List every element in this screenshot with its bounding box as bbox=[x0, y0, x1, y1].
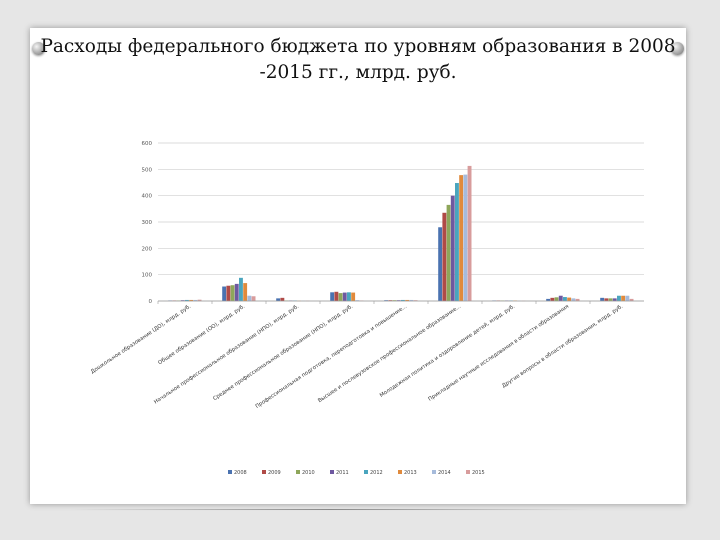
legend-swatch-2009 bbox=[262, 470, 266, 474]
bar-2008-cat-9 bbox=[600, 297, 605, 301]
y-tick-label: 100 bbox=[142, 273, 153, 279]
y-axis-tick-labels: 0 100 200 300 400 500 600 bbox=[142, 141, 153, 305]
right-rivet-icon bbox=[671, 42, 684, 55]
bar-2009-cat-3 bbox=[280, 297, 285, 301]
y-tick-label: 400 bbox=[142, 194, 153, 200]
slide-title-line-1: Расходы федерального бюджета по уровням … bbox=[40, 36, 676, 57]
bar-2014-cat-5 bbox=[409, 299, 414, 301]
bar-2013-cat-8 bbox=[567, 297, 572, 301]
legend-label-2013: 2013 bbox=[404, 470, 417, 476]
category-label: Общее образование (ОО), млрд. руб. bbox=[157, 304, 246, 367]
y-tick-label: 500 bbox=[142, 167, 153, 173]
bar-2011-cat-2 bbox=[234, 283, 239, 301]
legend-label-2011: 2011 bbox=[336, 470, 349, 476]
bar-2009-cat-8 bbox=[550, 297, 555, 301]
category-label: Другие вопросы в области образования, мл… bbox=[501, 304, 624, 390]
legend-label-2014: 2014 bbox=[438, 470, 451, 476]
gridlines bbox=[158, 142, 644, 302]
legend-swatch-2012 bbox=[364, 470, 368, 474]
bar-2015-cat-2 bbox=[251, 296, 256, 301]
x-axis bbox=[157, 300, 644, 304]
legend: 2008 2009 2010 2011 2012 2013 2014 2015 bbox=[228, 470, 485, 476]
slide-card: Расходы федерального бюджета по уровням … bbox=[30, 28, 686, 504]
y-tick-label: 0 bbox=[149, 299, 153, 305]
bar-2011-cat-8 bbox=[558, 295, 563, 301]
legend-swatch-2010 bbox=[296, 470, 300, 474]
category-labels: Дошкольное образование (ДО), млрд. руб.О… bbox=[90, 303, 624, 410]
bar-2010-cat-9 bbox=[608, 298, 613, 301]
bar-2012-cat-2 bbox=[239, 277, 243, 301]
bar-2012-cat-8 bbox=[563, 297, 567, 301]
bar-2014-cat-6 bbox=[463, 174, 468, 301]
bar-2010-cat-6 bbox=[446, 204, 451, 301]
bar-2011-cat-4 bbox=[342, 292, 347, 301]
bar-2013-cat-5 bbox=[405, 299, 410, 301]
legend-swatch-2008 bbox=[228, 470, 232, 474]
bars bbox=[168, 165, 634, 302]
bar-2013-cat-6 bbox=[459, 175, 464, 301]
bar-2010-cat-4 bbox=[338, 293, 343, 301]
bar-2013-cat-4 bbox=[351, 292, 356, 301]
bar-2008-cat-2 bbox=[222, 286, 227, 301]
bar-2014-cat-9 bbox=[625, 295, 630, 301]
category-label: Дошкольное образование (ДО), млрд. руб. bbox=[90, 304, 192, 376]
bar-2012-cat-1 bbox=[185, 299, 189, 301]
bar-2015-cat-6 bbox=[467, 165, 472, 301]
chart-area: 0 100 200 300 400 500 600 Дошкольное образован… bbox=[30, 90, 686, 494]
y-tick-label: 200 bbox=[142, 246, 153, 252]
bar-2011-cat-6 bbox=[450, 195, 455, 301]
bar-2009-cat-9 bbox=[604, 298, 609, 301]
bar-2015-cat-9 bbox=[629, 298, 634, 301]
bar-2010-cat-2 bbox=[230, 285, 235, 301]
bar-2008-cat-4 bbox=[330, 292, 335, 301]
y-tick-label: 300 bbox=[142, 220, 153, 226]
legend-swatch-2015 bbox=[466, 470, 470, 474]
bar-2012-cat-5 bbox=[401, 299, 405, 301]
bar-2013-cat-1 bbox=[189, 299, 194, 301]
bar-2012-cat-6 bbox=[455, 183, 459, 301]
bar-2013-cat-2 bbox=[243, 283, 248, 301]
bottom-divider bbox=[70, 509, 590, 510]
slide-title: Расходы федерального бюджета по уровням … bbox=[40, 34, 676, 86]
bar-2013-cat-9 bbox=[621, 295, 626, 301]
bar-chart: 0 100 200 300 400 500 600 Дошкольное образован… bbox=[90, 141, 644, 476]
bar-2014-cat-1 bbox=[193, 299, 198, 301]
legend-swatch-2011 bbox=[330, 470, 334, 474]
title-bar: Расходы федерального бюджета по уровням … bbox=[30, 28, 686, 90]
bar-2010-cat-8 bbox=[554, 297, 559, 301]
bar-2008-cat-6 bbox=[438, 227, 443, 301]
bar-2012-cat-4 bbox=[347, 292, 351, 301]
left-rivet-icon bbox=[32, 42, 45, 55]
bar-2011-cat-9 bbox=[612, 298, 617, 301]
bar-2008-cat-3 bbox=[276, 298, 281, 301]
bar-2014-cat-2 bbox=[247, 295, 252, 301]
legend-label-2012: 2012 bbox=[370, 470, 383, 476]
bar-2009-cat-2 bbox=[226, 285, 231, 301]
slide-title-line-2: -2015 гг., млрд. руб. bbox=[259, 62, 457, 83]
y-tick-label: 600 bbox=[142, 141, 153, 147]
legend-label-2015: 2015 bbox=[472, 470, 485, 476]
bar-2015-cat-8 bbox=[575, 298, 580, 301]
legend-label-2009: 2009 bbox=[268, 470, 281, 476]
bar-2012-cat-9 bbox=[617, 295, 621, 301]
legend-swatch-2013 bbox=[398, 470, 402, 474]
legend-swatch-2014 bbox=[432, 470, 436, 474]
legend-label-2008: 2008 bbox=[234, 470, 247, 476]
bar-2014-cat-8 bbox=[571, 298, 576, 301]
bar-2009-cat-4 bbox=[334, 291, 339, 301]
legend-label-2010: 2010 bbox=[302, 470, 315, 476]
bar-2008-cat-8 bbox=[546, 298, 551, 301]
bar-2009-cat-6 bbox=[442, 212, 447, 301]
bar-2015-cat-1 bbox=[197, 299, 202, 301]
